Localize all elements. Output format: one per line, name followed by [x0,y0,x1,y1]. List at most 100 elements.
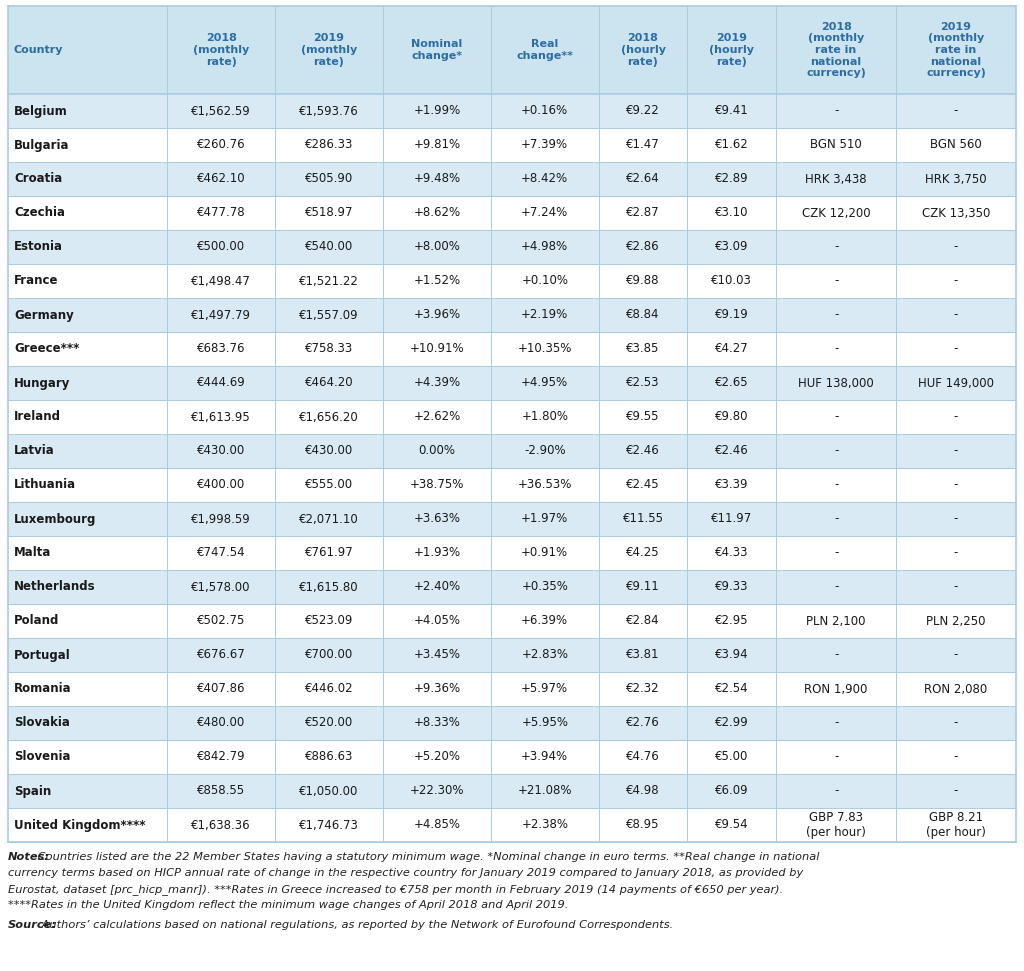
Text: €2.76: €2.76 [626,717,659,729]
Text: -: - [834,309,839,321]
Text: €11.97: €11.97 [711,513,753,525]
Text: +8.33%: +8.33% [414,717,461,729]
Text: €2.89: €2.89 [715,173,749,185]
Text: €444.69: €444.69 [197,377,246,389]
Bar [8,94,1016,128]
Text: Country: Country [14,45,63,55]
Text: €4.33: €4.33 [715,547,749,559]
Text: +4.98%: +4.98% [521,241,568,253]
Text: €1,557.09: €1,557.09 [299,309,358,321]
Text: +7.24%: +7.24% [521,207,568,219]
Text: €523.09: €523.09 [305,615,353,627]
Text: Romania: Romania [14,683,72,695]
Text: €9.22: €9.22 [626,105,659,117]
Text: -: - [834,649,839,661]
Bar [8,230,1016,264]
Bar [8,468,1016,502]
Text: PLN 2,100: PLN 2,100 [806,615,866,627]
Text: €3.09: €3.09 [715,241,749,253]
Text: +6.39%: +6.39% [521,615,568,627]
Text: €502.75: €502.75 [197,615,246,627]
Text: €747.54: €747.54 [197,547,246,559]
Text: 2018
(monthly
rate): 2018 (monthly rate) [194,33,249,67]
Text: +0.91%: +0.91% [521,547,568,559]
Text: -: - [953,717,958,729]
Text: Authors’ calculations based on national regulations, as reported by the Network : Authors’ calculations based on national … [38,920,673,930]
Text: Portugal: Portugal [14,649,71,661]
Text: Netherlands: Netherlands [14,581,95,593]
Text: ****Rates in the United Kingdom reflect the minimum wage changes of April 2018 a: ****Rates in the United Kingdom reflect … [8,900,568,910]
Text: +2.38%: +2.38% [521,819,568,831]
Text: €683.76: €683.76 [197,343,246,355]
Text: €1,746.73: €1,746.73 [299,819,359,831]
Text: Spain: Spain [14,785,51,797]
Text: -: - [953,411,958,423]
Text: +22.30%: +22.30% [410,785,464,797]
Bar [8,434,1016,468]
Text: €2.54: €2.54 [715,683,749,695]
Text: €8.84: €8.84 [627,309,659,321]
Text: RON 1,900: RON 1,900 [805,683,867,695]
Text: Luxembourg: Luxembourg [14,513,96,525]
Text: €8.95: €8.95 [627,819,659,831]
Text: -: - [953,479,958,491]
Text: Greece***: Greece*** [14,343,80,355]
Text: Belgium: Belgium [14,105,68,117]
Text: €2.32: €2.32 [627,683,659,695]
Text: €4.27: €4.27 [715,343,749,355]
Text: €9.11: €9.11 [626,581,659,593]
Text: €886.63: €886.63 [305,751,353,763]
Text: €3.85: €3.85 [627,343,659,355]
Text: +1.99%: +1.99% [414,105,461,117]
Text: €1.62: €1.62 [715,139,749,151]
Text: PLN 2,250: PLN 2,250 [927,615,986,627]
Text: €6.09: €6.09 [715,785,749,797]
Bar [8,366,1016,400]
Text: €3.39: €3.39 [715,479,749,491]
Text: €4.76: €4.76 [626,751,659,763]
Text: currency terms based on HICP annual rate of change in the respective country for: currency terms based on HICP annual rate… [8,868,803,878]
Bar [8,570,1016,604]
Text: €1.47: €1.47 [626,139,659,151]
Text: United Kingdom****: United Kingdom**** [14,819,145,831]
Text: €480.00: €480.00 [197,717,246,729]
Text: -: - [834,751,839,763]
Text: €1,593.76: €1,593.76 [299,105,359,117]
Text: €462.10: €462.10 [197,173,246,185]
Bar [8,6,1016,94]
Text: -: - [953,547,958,559]
Text: +2.62%: +2.62% [414,411,461,423]
Text: €555.00: €555.00 [305,479,353,491]
Text: BGN 560: BGN 560 [930,139,982,151]
Text: +1.52%: +1.52% [414,275,461,287]
Text: €9.41: €9.41 [715,105,749,117]
Text: +0.10%: +0.10% [521,275,568,287]
Text: -: - [953,445,958,457]
Text: €1,521.22: €1,521.22 [299,275,359,287]
Text: +4.05%: +4.05% [414,615,461,627]
Text: Estonia: Estonia [14,241,63,253]
Text: -: - [834,105,839,117]
Text: +21.08%: +21.08% [517,785,572,797]
Text: €520.00: €520.00 [305,717,353,729]
Text: €2.53: €2.53 [627,377,659,389]
Text: +1.93%: +1.93% [414,547,461,559]
Text: Croatia: Croatia [14,173,62,185]
Text: €400.00: €400.00 [197,479,246,491]
Text: €1,998.59: €1,998.59 [191,513,251,525]
Text: +8.62%: +8.62% [414,207,461,219]
Text: €1,615.80: €1,615.80 [299,581,358,593]
Text: +0.35%: +0.35% [521,581,568,593]
Text: RON 2,080: RON 2,080 [925,683,988,695]
Text: +36.53%: +36.53% [517,479,572,491]
Text: €9.19: €9.19 [715,309,749,321]
Text: €9.88: €9.88 [627,275,659,287]
Text: €700.00: €700.00 [305,649,353,661]
Text: €2.45: €2.45 [627,479,659,491]
Text: Germany: Germany [14,309,74,321]
Text: €3.81: €3.81 [627,649,659,661]
Text: €2.86: €2.86 [627,241,659,253]
Text: €260.76: €260.76 [197,139,246,151]
Text: Latvia: Latvia [14,445,54,457]
Text: €430.00: €430.00 [197,445,246,457]
